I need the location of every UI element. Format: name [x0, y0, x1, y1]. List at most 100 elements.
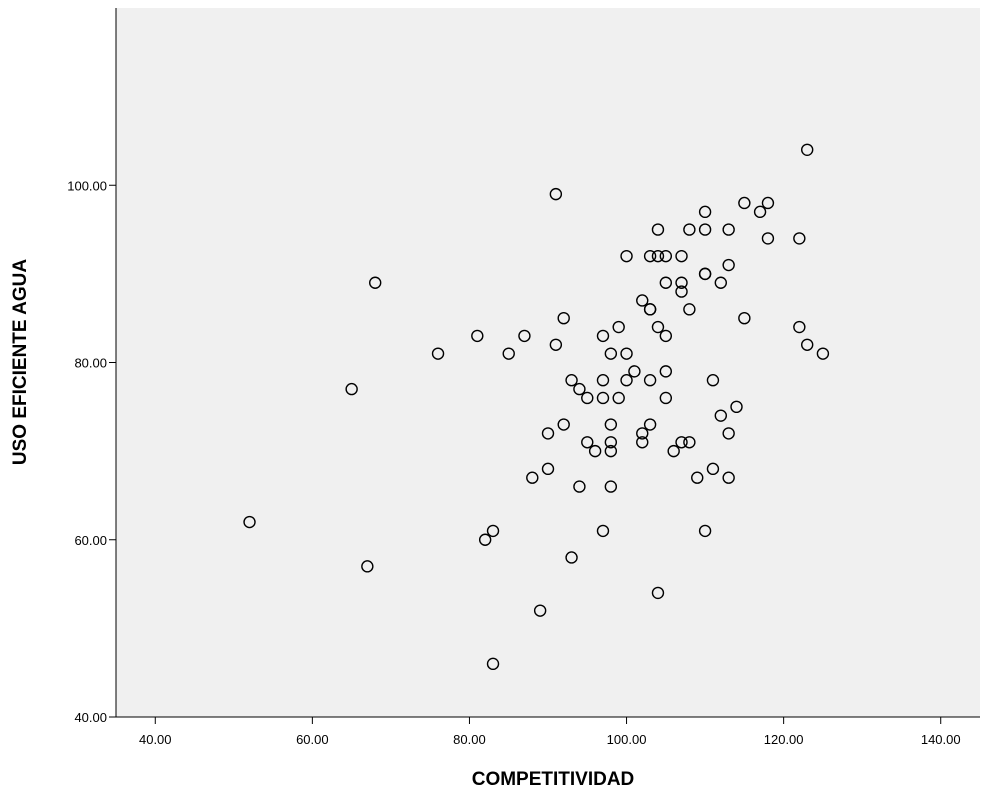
scatter-point [801, 143, 814, 157]
y-tick-label: 100.00 [67, 178, 107, 193]
scatter-point [793, 320, 806, 334]
scatter-point [541, 462, 555, 476]
scatter-point [675, 249, 688, 263]
scatter-point [816, 347, 830, 360]
scatter-point [722, 223, 735, 236]
x-tick-label: 40.00 [139, 732, 172, 747]
scatter-point [628, 365, 641, 378]
scatter-point [698, 267, 712, 281]
scatter-point [636, 294, 649, 307]
scatter-point [518, 329, 531, 343]
scatter-point [738, 311, 751, 325]
scatter-point [573, 382, 586, 396]
scatter-point [636, 436, 649, 449]
x-tick-label: 60.00 [296, 732, 329, 747]
scatter-point [659, 276, 673, 289]
scatter-point [581, 391, 594, 405]
scatter-point [722, 258, 735, 272]
scatter-point [565, 374, 578, 387]
scatter-point [651, 320, 665, 334]
scatter-point [675, 276, 688, 289]
scatter-point [793, 232, 806, 245]
scatter-point [243, 515, 256, 529]
scatter-point [604, 418, 618, 431]
scatter-point [667, 444, 680, 458]
scatter-point [596, 329, 610, 343]
scatter-point [706, 374, 720, 387]
y-tick-label: 80.00 [74, 356, 107, 371]
x-tick-label: 80.00 [453, 732, 486, 747]
scatter-point [486, 524, 500, 538]
x-tick-label: 140.00 [921, 732, 961, 747]
scatter-point [683, 223, 696, 236]
scatter-point [659, 391, 673, 405]
scatter-point [526, 471, 539, 484]
scatter-point [361, 560, 374, 573]
scatter-point [573, 480, 586, 493]
scatter-point [565, 551, 578, 564]
scatter-point [533, 604, 547, 617]
scatter-point [706, 462, 720, 476]
scatter-point [596, 391, 610, 405]
scatter-point [604, 436, 618, 449]
scatter-point [675, 436, 688, 449]
scatter-point [643, 374, 657, 387]
scatter-point [683, 436, 696, 449]
scatter-point [659, 365, 673, 378]
scatter-point [636, 427, 649, 440]
scatter-point [714, 276, 727, 289]
scatter-point [541, 427, 555, 440]
scatter-point [620, 347, 633, 360]
scatter-point [604, 480, 618, 493]
scatter-point [714, 409, 727, 422]
scatter-point [761, 232, 775, 245]
y-axis-title: USO EFICIENTE AGUA [10, 259, 31, 465]
scatter-point [753, 205, 767, 219]
scatter-point [369, 276, 382, 289]
scatter-point [659, 249, 673, 263]
scatter-point [698, 205, 712, 219]
y-tick-label: 60.00 [74, 533, 107, 548]
scatter-point [722, 471, 735, 484]
scatter-point [612, 320, 625, 334]
scatter-point [612, 391, 625, 405]
data-points [243, 143, 830, 671]
y-tick-label: 40.00 [74, 710, 107, 725]
scatter-point [698, 223, 712, 236]
x-tick-label: 100.00 [607, 732, 647, 747]
scatter-point [620, 374, 633, 387]
scatter-point [722, 427, 735, 440]
scatter-point [643, 303, 657, 316]
scatter-point [620, 249, 633, 263]
scatter-point [651, 223, 665, 236]
scatter-point [659, 329, 673, 343]
scatter-point [675, 285, 688, 298]
scatter-point [651, 586, 665, 600]
scatter-point [691, 471, 704, 484]
plot-area [116, 8, 980, 717]
scatter-point [801, 338, 814, 351]
scatter-point [730, 400, 743, 414]
scatter-point [651, 249, 665, 263]
scatter-point [557, 311, 570, 325]
scatter-point [486, 657, 500, 671]
x-tick-label: 120.00 [764, 732, 804, 747]
scatter-point [478, 533, 492, 546]
scatter-point [738, 196, 751, 210]
scatter-point [596, 524, 610, 538]
scatter-point [549, 187, 563, 201]
y-axis-ticks: 40.00 60.00 80.00 100.00 [67, 178, 116, 725]
scatter-point [588, 444, 602, 458]
scatter-point [643, 249, 657, 263]
scatter-point [431, 347, 445, 360]
scatter-point [502, 347, 515, 360]
scatter-point [761, 196, 775, 210]
scatter-point [345, 382, 358, 396]
scatter-point [604, 444, 618, 458]
scatter-point [549, 338, 563, 351]
scatter-point [643, 418, 657, 431]
scatter-point [604, 347, 618, 360]
x-axis-ticks: 40.00 60.00 80.00 100.00 120.00 140.00 [139, 717, 961, 747]
scatter-point [683, 303, 696, 316]
